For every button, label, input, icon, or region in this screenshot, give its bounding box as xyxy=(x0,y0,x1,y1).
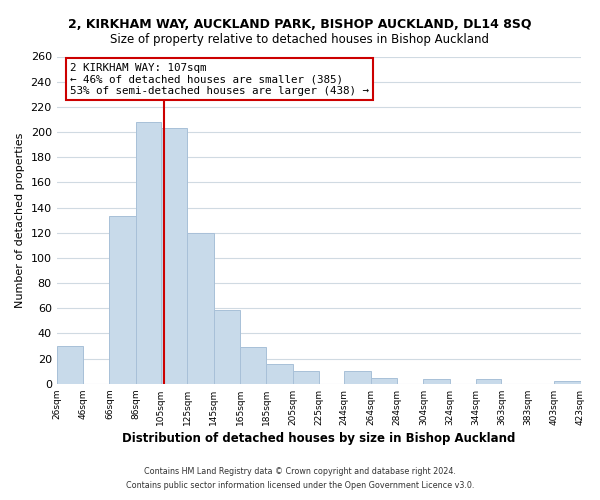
Bar xyxy=(56,346,83,384)
Bar xyxy=(187,232,214,384)
Bar xyxy=(371,378,397,384)
Text: Contains HM Land Registry data © Crown copyright and database right 2024.
Contai: Contains HM Land Registry data © Crown c… xyxy=(126,468,474,489)
Text: 2, KIRKHAM WAY, AUCKLAND PARK, BISHOP AUCKLAND, DL14 8SQ: 2, KIRKHAM WAY, AUCKLAND PARK, BISHOP AU… xyxy=(68,18,532,30)
Bar xyxy=(266,364,293,384)
Bar xyxy=(240,348,266,384)
Text: Size of property relative to detached houses in Bishop Auckland: Size of property relative to detached ho… xyxy=(110,32,490,46)
Bar xyxy=(136,122,161,384)
Bar xyxy=(344,371,371,384)
Bar xyxy=(293,371,319,384)
Text: 2 KIRKHAM WAY: 107sqm
← 46% of detached houses are smaller (385)
53% of semi-det: 2 KIRKHAM WAY: 107sqm ← 46% of detached … xyxy=(70,63,369,96)
Bar xyxy=(161,128,187,384)
Bar xyxy=(476,379,502,384)
Bar xyxy=(424,379,450,384)
Y-axis label: Number of detached properties: Number of detached properties xyxy=(15,132,25,308)
Bar xyxy=(554,382,581,384)
Bar xyxy=(109,216,136,384)
X-axis label: Distribution of detached houses by size in Bishop Auckland: Distribution of detached houses by size … xyxy=(122,432,515,445)
Bar xyxy=(214,310,240,384)
